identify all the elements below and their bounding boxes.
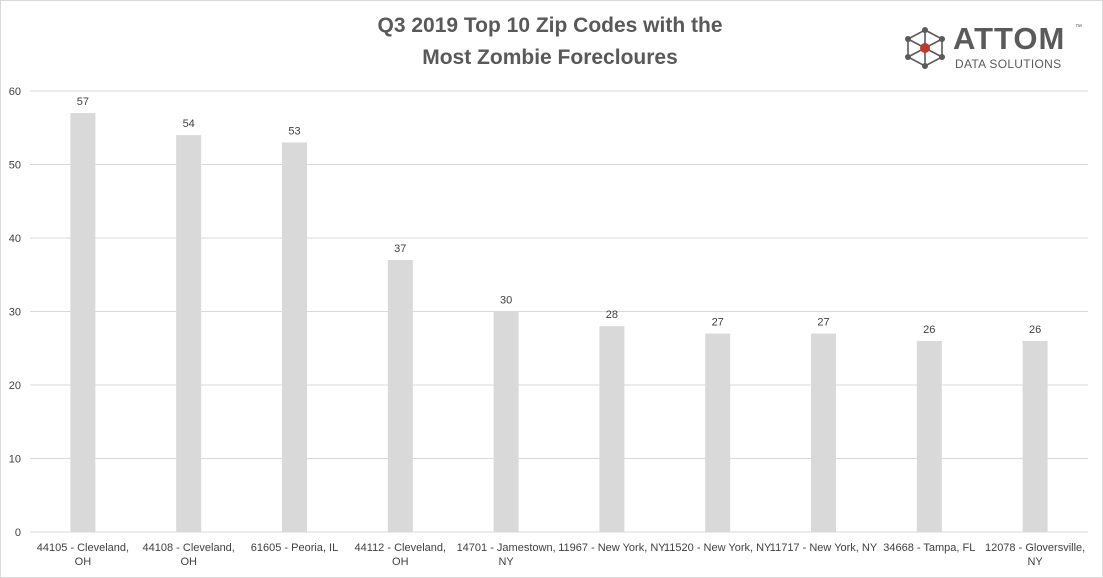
network-icon bbox=[905, 27, 945, 69]
attom-logo: ATTOM ™ DATA SOLUTIONS bbox=[903, 21, 1093, 74]
logo-subtitle: DATA SOLUTIONS bbox=[955, 57, 1062, 71]
logo-wordmark: ATTOM bbox=[953, 21, 1066, 56]
chart-title-line-1: Q3 2019 Top 10 Zip Codes with the bbox=[377, 14, 723, 37]
logo-trademark: ™ bbox=[1075, 24, 1082, 31]
chart-title: Q3 2019 Top 10 Zip Codes with the Most Z… bbox=[300, 10, 800, 74]
chart-title-line-2: Most Zombie Forecloures bbox=[422, 46, 678, 69]
